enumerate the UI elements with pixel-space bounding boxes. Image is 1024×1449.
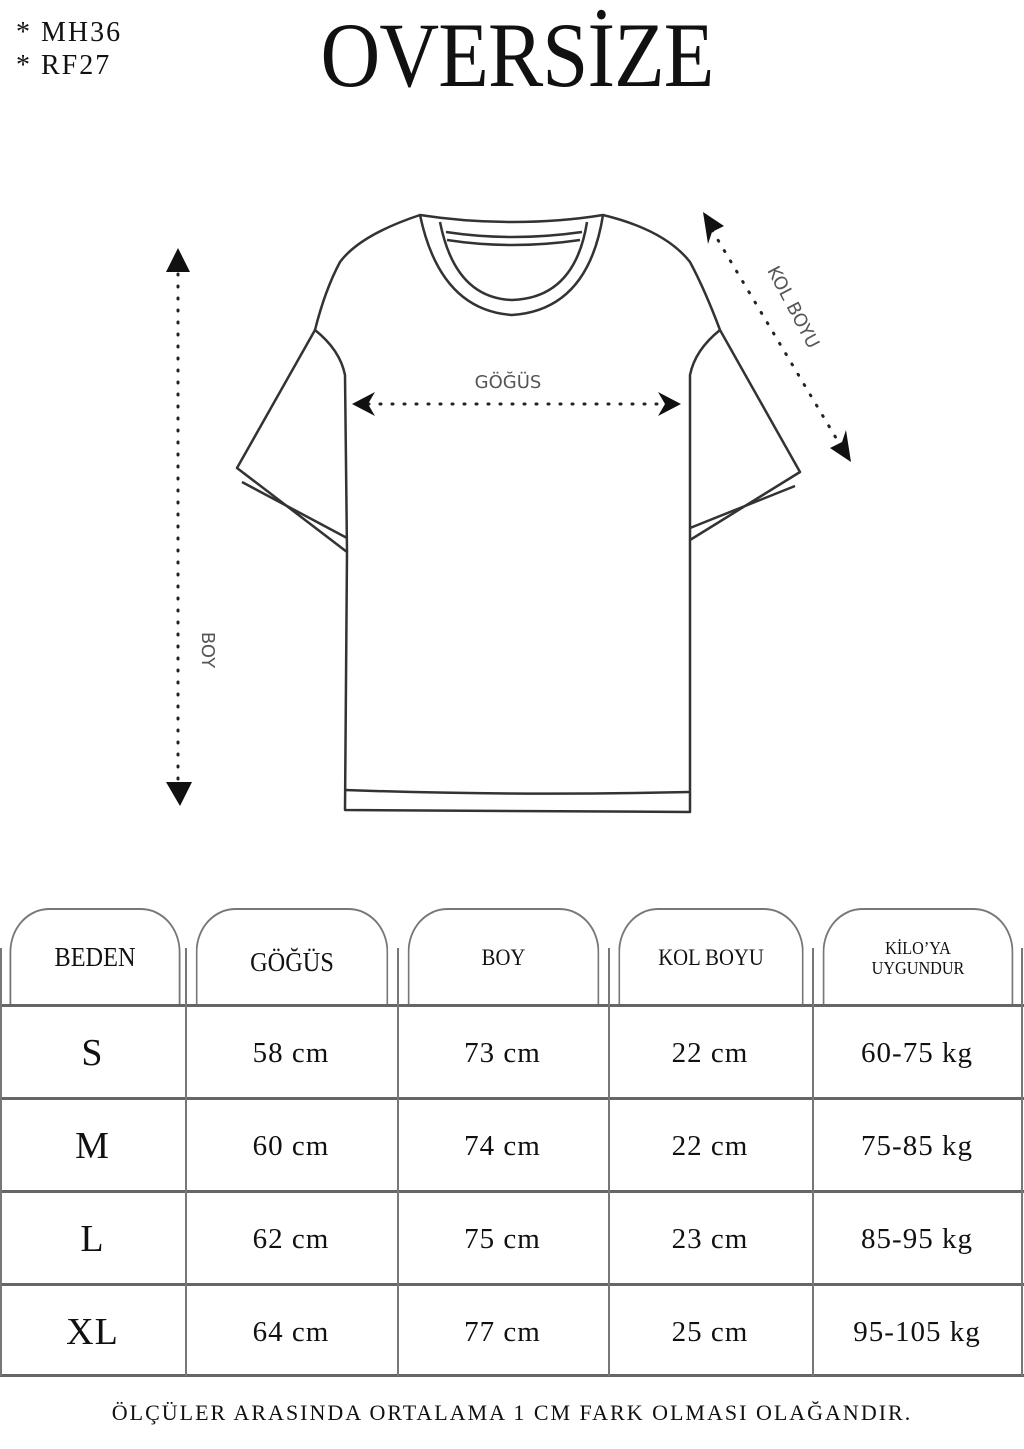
- cell-sleeve: 23 cm: [671, 1222, 749, 1255]
- cell-weight: 95-105 kg: [853, 1315, 981, 1348]
- divider: [0, 1283, 1024, 1286]
- cell-length: 77 cm: [464, 1315, 541, 1348]
- cell-length: 75 cm: [464, 1222, 541, 1255]
- cell-sleeve: 25 cm: [671, 1315, 749, 1348]
- cell-weight: 75-85 kg: [861, 1129, 973, 1162]
- cell-weight: 60-75 kg: [861, 1036, 973, 1069]
- length-label: BOY: [197, 632, 218, 669]
- chest-label: GÖĞÜS: [475, 371, 542, 393]
- cell-sleeve: 22 cm: [671, 1036, 749, 1069]
- cell-chest: 60 cm: [252, 1129, 330, 1162]
- product-codes: * MH36 * RF27: [16, 16, 122, 82]
- length-arrow: [166, 248, 192, 806]
- header-weight-line: KİLO’YA: [885, 937, 951, 958]
- tshirt-outline-icon: [235, 213, 802, 814]
- sleeve-label: KOL BOYU: [762, 263, 823, 352]
- cell-size: L: [80, 1218, 105, 1260]
- cell-size: XL: [66, 1311, 119, 1353]
- cell-chest: 62 cm: [252, 1222, 330, 1255]
- cell-chest: 64 cm: [252, 1315, 330, 1348]
- header-length: BOY: [407, 908, 600, 1005]
- cell-chest: 58 cm: [252, 1036, 330, 1069]
- header-weight: KİLO’YA UYGUNDUR: [822, 908, 1014, 1005]
- divider: [185, 948, 187, 1376]
- header-sleeve: KOL BOYU: [618, 908, 804, 1005]
- cell-length: 74 cm: [464, 1129, 541, 1162]
- divider: [397, 948, 399, 1376]
- cell-size: M: [75, 1125, 110, 1167]
- product-code: * MH36: [16, 17, 123, 48]
- chest-arrow: [352, 392, 681, 416]
- header-size: BEDEN: [9, 908, 181, 1005]
- product-code: * RF27: [16, 50, 112, 81]
- divider: [812, 948, 814, 1376]
- cell-length: 73 cm: [464, 1036, 541, 1069]
- divider: [1021, 948, 1023, 1376]
- divider: [0, 948, 2, 1376]
- divider: [0, 1097, 1024, 1100]
- divider: [0, 1004, 1024, 1007]
- cell-sleeve: 22 cm: [671, 1129, 749, 1162]
- page-title: OVERSİZE: [320, 4, 715, 106]
- divider: [0, 1190, 1024, 1193]
- header-chest: GÖĞÜS: [195, 908, 389, 1005]
- footer-note: ÖLÇÜLER ARASINDA ORTALAMA 1 CM FARK OLMA…: [111, 1400, 913, 1425]
- divider: [0, 1374, 1024, 1377]
- sleeve-arrow: [703, 212, 851, 462]
- tshirt-diagram: GÖĞÜS BOY KOL BOYU: [166, 212, 851, 814]
- header-weight-line: UYGUNDUR: [871, 957, 965, 978]
- cell-weight: 85-95 kg: [861, 1222, 973, 1255]
- cell-size: S: [81, 1032, 104, 1074]
- divider: [608, 948, 610, 1376]
